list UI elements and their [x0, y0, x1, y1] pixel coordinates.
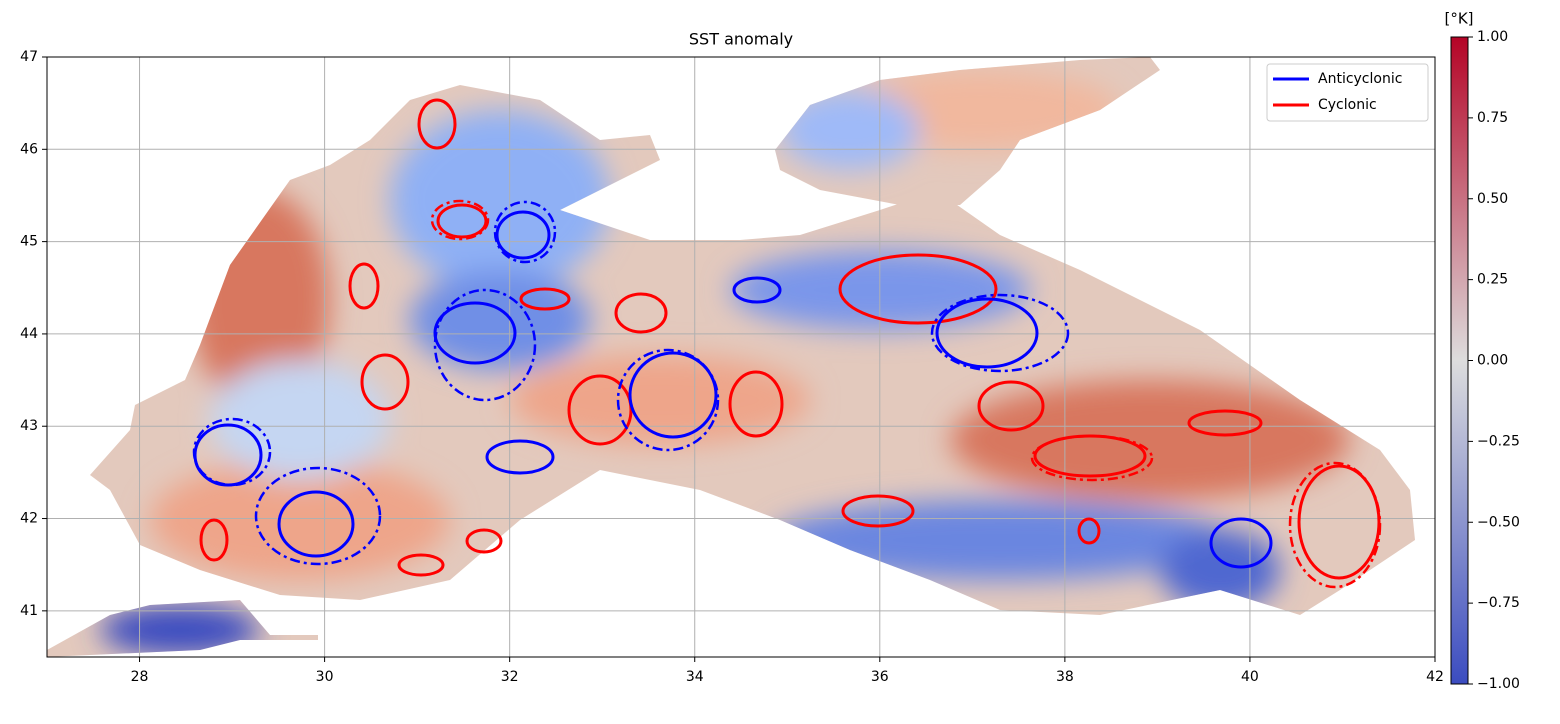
x-tick-label: 28 [131, 669, 149, 685]
y-tick-label: 46 [20, 141, 38, 157]
colorbar-tick-label: −0.25 [1477, 433, 1520, 449]
sst-field [47, 57, 1415, 657]
legend: Anticyclonic Cyclonic [1266, 63, 1429, 122]
colorbar-label: [°K] [1444, 10, 1473, 28]
contours [192, 98, 1382, 589]
y-tick-label: 44 [20, 326, 38, 342]
x-tick-label: 42 [1426, 669, 1444, 685]
x-tick-label: 30 [316, 669, 334, 685]
x-tick-label: 34 [686, 669, 704, 685]
colorbar-tick-label: 0.25 [1477, 272, 1508, 288]
colorbar-tick-label: 0.75 [1477, 110, 1508, 126]
x-tick-label: 38 [1056, 669, 1074, 685]
colorbar-tick-label: 0.50 [1477, 191, 1508, 207]
y-tick-label: 43 [20, 418, 38, 434]
y-tick-label: 45 [20, 234, 38, 250]
legend-label: Anticyclonic [1318, 71, 1402, 87]
plot-frame [46, 56, 1436, 658]
colorbar-tick-label: −0.50 [1477, 514, 1520, 530]
x-tick-label: 36 [871, 669, 889, 685]
colorbar-tick-label: 0.00 [1477, 353, 1508, 369]
colorbar-tick-label: −0.75 [1477, 595, 1520, 611]
legend-label: Cyclonic [1318, 97, 1377, 113]
y-tick-label: 47 [20, 49, 38, 65]
x-tick-label: 40 [1241, 669, 1259, 685]
y-tick-label: 42 [20, 511, 38, 527]
chart-title: SST anomaly [689, 30, 793, 49]
colorbar-tick-label: −1.00 [1477, 676, 1520, 692]
y-tick-label: 41 [20, 603, 38, 619]
colorbar [1450, 36, 1469, 685]
x-tick-label: 32 [501, 669, 519, 685]
colorbar-tick-label: 1.00 [1477, 29, 1508, 45]
